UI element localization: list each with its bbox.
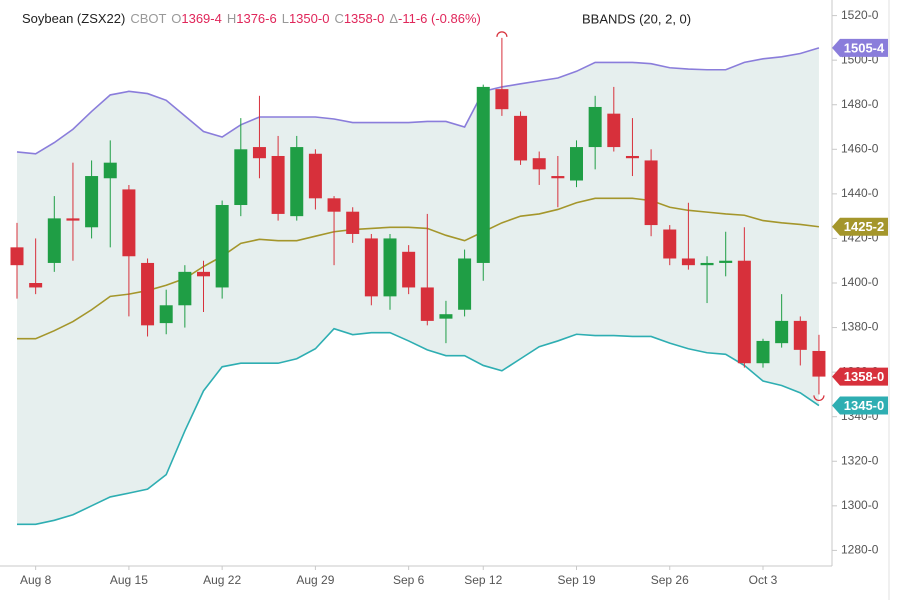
candle-body — [756, 340, 770, 364]
candle-body — [719, 260, 733, 263]
price-tag — [832, 396, 888, 415]
band-line — [16, 47, 820, 155]
candle-body — [663, 229, 677, 259]
candle-body — [402, 251, 416, 288]
band-line — [17, 327, 820, 526]
candle-body — [66, 218, 80, 221]
high-marker — [496, 31, 508, 37]
y-tick-label: 1380-0 — [841, 320, 879, 334]
candle-body — [514, 115, 528, 161]
candle-body — [364, 238, 378, 297]
y-tick-label: 1400-0 — [841, 275, 879, 289]
y-tick-label: 1460-0 — [841, 141, 879, 155]
x-tick-label: Aug 8 — [20, 573, 52, 587]
candle-body — [290, 147, 304, 217]
candle-body — [141, 262, 155, 326]
band-fill — [17, 47, 819, 525]
field-key: C — [334, 11, 343, 26]
candle-body — [420, 287, 434, 321]
candle-body — [10, 247, 24, 266]
candle-body — [476, 86, 490, 263]
candle-body — [458, 258, 472, 310]
field-key: L — [282, 11, 289, 26]
candle-body — [775, 320, 789, 344]
x-tick-label: Aug 22 — [203, 573, 241, 587]
candle-body — [737, 260, 751, 364]
candle-body — [588, 106, 602, 148]
candle-body — [271, 155, 285, 214]
candle-body — [103, 162, 117, 179]
header: Soybean (ZSX22) CBOT O1369-4 H1376-6 L1350-0… — [22, 11, 481, 26]
candle-body — [308, 153, 322, 199]
candle-body — [122, 189, 136, 257]
field-value: 1358-0 — [344, 11, 384, 26]
candle-body — [47, 218, 61, 263]
candle-body — [178, 271, 192, 306]
candle-body — [234, 149, 248, 206]
x-tick-label: Aug 15 — [110, 573, 148, 587]
candle-body — [532, 158, 546, 170]
field-value: 1350-0 — [289, 11, 329, 26]
candle-body — [29, 283, 43, 288]
x-tick-label: Sep 19 — [557, 573, 595, 587]
candle-body — [85, 176, 99, 228]
y-tick-label: 1440-0 — [841, 186, 879, 200]
candle-body — [644, 160, 658, 226]
candle-body — [625, 155, 639, 159]
x-tick-label: Aug 29 — [296, 573, 334, 587]
y-tick-label: 1280-0 — [841, 543, 879, 557]
candle-body — [495, 89, 509, 110]
price-tag — [832, 38, 888, 57]
candle-body — [383, 238, 397, 297]
symbol: Soybean (ZSX22) — [22, 11, 125, 26]
candle-body — [346, 211, 360, 234]
candle-body — [812, 350, 826, 377]
candle-body — [439, 314, 453, 319]
candle-body — [159, 305, 173, 324]
exchange: CBOT — [130, 11, 166, 26]
y-tick-label: 1300-0 — [841, 498, 879, 512]
y-tick-label: 1480-0 — [841, 97, 879, 111]
low-marker — [813, 395, 825, 401]
field-key: O — [171, 11, 181, 26]
candle-body — [570, 147, 583, 181]
price-tag — [832, 367, 888, 386]
x-tick-label: Sep 12 — [464, 573, 502, 587]
candle-body — [197, 271, 210, 277]
indicator: BBANDS (20, 2, 0) — [582, 11, 691, 26]
field-key: H — [227, 11, 236, 26]
y-tick-label: 1520-0 — [841, 8, 879, 22]
candle-body — [327, 198, 341, 212]
candle-body — [607, 113, 621, 148]
price-tag-label: 1345-0 — [844, 398, 884, 413]
field-value: 1376-6 — [236, 11, 276, 26]
price-tag — [832, 217, 888, 236]
x-tick-label: Sep 6 — [393, 573, 425, 587]
candle-body — [793, 320, 807, 350]
y-tick-label: 1320-0 — [841, 453, 879, 467]
candle-body — [551, 176, 565, 179]
price-tag-label: 1505-4 — [844, 40, 885, 55]
candle-body — [700, 262, 714, 266]
price-tag-label: 1358-0 — [844, 369, 884, 384]
field-value: -11-6 (-0.86%) — [398, 11, 481, 26]
candle-body — [215, 205, 229, 288]
candle-body — [252, 147, 266, 159]
x-tick-label: Sep 26 — [651, 573, 689, 587]
x-tick-label: Oct 3 — [749, 573, 778, 587]
field-value: 1369-4 — [181, 11, 221, 26]
candle-body — [681, 258, 695, 266]
price-tag-label: 1425-2 — [844, 219, 884, 234]
field-key: Δ — [389, 11, 398, 26]
